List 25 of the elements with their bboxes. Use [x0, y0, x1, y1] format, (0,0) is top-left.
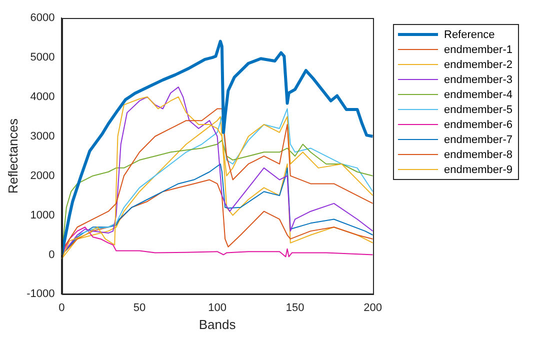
- legend-label: endmember-9: [444, 164, 512, 176]
- y-tick-label: 0: [48, 248, 55, 261]
- legend-label: Reference: [444, 28, 495, 40]
- y-tick-label: 2000: [30, 170, 55, 182]
- x-tick-label: 200: [364, 302, 382, 314]
- y-axis-title: Reflectances: [5, 118, 20, 194]
- legend-label: endmember-5: [444, 104, 512, 116]
- y-tick-label: -1000: [26, 288, 55, 300]
- y-tick-label: 1000: [30, 209, 55, 222]
- y-tick-label: 6000: [30, 12, 55, 24]
- legend-label: endmember-4: [444, 88, 512, 100]
- y-tick-label: 4000: [30, 90, 55, 103]
- x-tick-label: 150: [286, 302, 304, 314]
- y-tick-label: 5000: [30, 51, 55, 64]
- x-tick-label: 100: [208, 302, 226, 314]
- legend-label: endmember-2: [444, 58, 512, 70]
- x-tick-label: 50: [133, 302, 146, 314]
- legend-label: endmember-7: [444, 134, 512, 146]
- y-tick-label: 3000: [30, 130, 55, 142]
- legend-label: endmember-1: [444, 44, 512, 56]
- legend-label: endmember-3: [444, 74, 512, 86]
- x-axis-title: Bands: [198, 316, 236, 332]
- x-tick-label: 0: [58, 302, 65, 314]
- legend-label: endmember-6: [444, 118, 512, 130]
- legend-label: endmember-8: [444, 148, 512, 160]
